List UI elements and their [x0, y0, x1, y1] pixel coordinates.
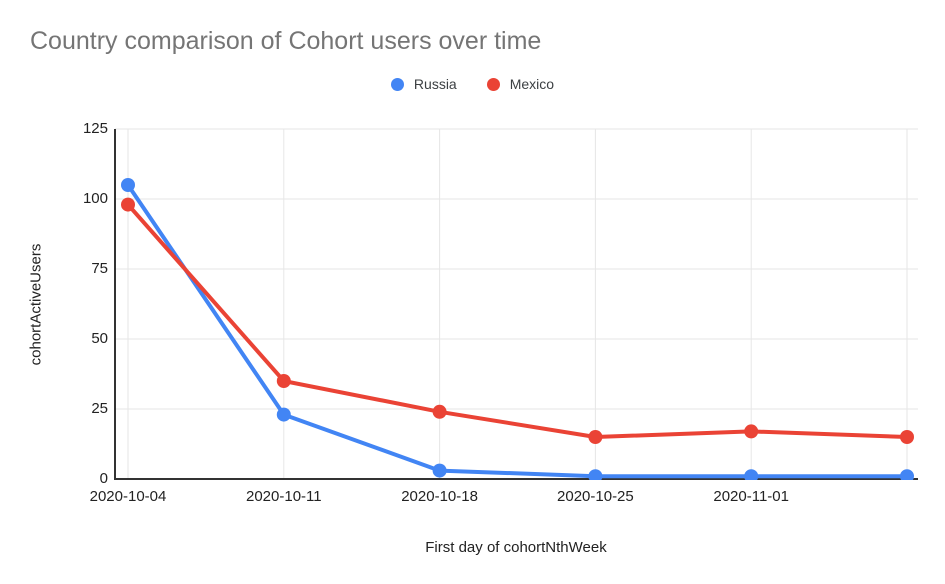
data-point-russia-3[interactable]: [588, 469, 603, 483]
data-point-russia-0[interactable]: [121, 178, 135, 192]
y-tick-label: 125: [82, 120, 108, 137]
x-tick-label: 2020-11-01: [713, 488, 789, 505]
x-tick-label: 2020-10-25: [557, 488, 634, 505]
legend-label: Mexico: [509, 76, 555, 92]
data-point-mexico-2[interactable]: [432, 404, 447, 419]
data-point-russia-1[interactable]: [276, 407, 291, 422]
series-mexico: [121, 197, 914, 444]
data-point-russia-2[interactable]: [432, 463, 447, 478]
series-line-mexico: [126, 203, 908, 439]
legend: Russia Mexico: [0, 74, 945, 94]
legend-item-russia[interactable]: Russia: [390, 76, 457, 92]
y-tick-label: 75: [91, 260, 108, 277]
data-point-mexico-5[interactable]: [900, 430, 914, 444]
data-point-russia-5[interactable]: [900, 469, 914, 483]
data-point-mexico-4[interactable]: [744, 424, 759, 439]
data-point-russia-4[interactable]: [744, 469, 759, 483]
legend-label: Russia: [413, 76, 457, 92]
y-tick-label: 25: [91, 400, 108, 417]
x-tick-label: 2020-10-04: [89, 488, 167, 505]
legend-item-mexico[interactable]: Mexico: [486, 76, 555, 92]
y-tick-label: 50: [91, 330, 108, 347]
chart-title: Country comparison of Cohort users over …: [30, 27, 542, 55]
y-axis-title: cohortActiveUsers: [27, 243, 45, 366]
y-tick-label: 0: [99, 470, 108, 487]
legend-dot-russia: [390, 77, 404, 91]
x-tick-label: 2020-10-11: [245, 488, 322, 505]
data-point-mexico-1[interactable]: [276, 374, 291, 388]
data-point-mexico-0[interactable]: [121, 197, 135, 212]
x-tick-label: 2020-10-18: [401, 488, 478, 505]
x-axis-title: First day of cohortNthWeek: [425, 539, 607, 556]
series-russia: [121, 178, 914, 483]
series-line-russia: [126, 183, 907, 479]
y-tick-label: 100: [82, 190, 108, 207]
legend-dot-mexico: [486, 77, 500, 91]
data-point-mexico-3[interactable]: [588, 430, 603, 444]
